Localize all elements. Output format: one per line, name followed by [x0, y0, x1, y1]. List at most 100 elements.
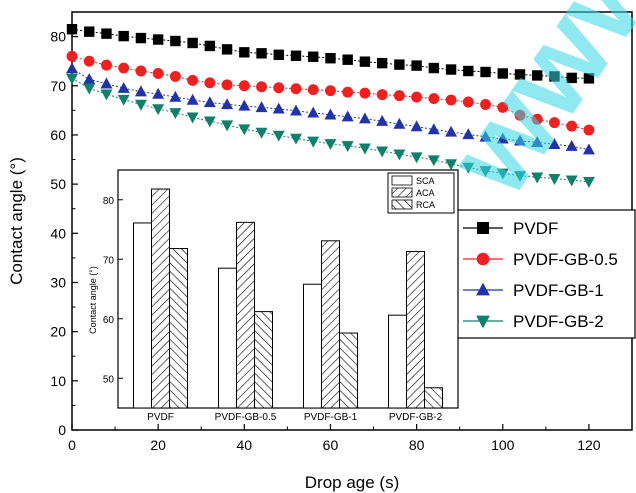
data-point: [118, 62, 130, 74]
data-point: [376, 114, 389, 126]
data-point: [393, 149, 406, 161]
data-point: [549, 71, 560, 82]
data-point: [565, 175, 578, 187]
data-point: [445, 159, 458, 171]
data-point: [359, 56, 371, 67]
data-point: [187, 37, 198, 49]
data-point: [479, 166, 492, 178]
data-point: [66, 62, 78, 74]
data-point: [221, 120, 234, 132]
data-point: [152, 68, 164, 79]
data-point: [238, 124, 251, 136]
data-point: [135, 65, 147, 77]
data-point: [273, 49, 284, 60]
data-point: [66, 50, 78, 62]
data-point: [445, 94, 457, 106]
data-point: [66, 73, 78, 85]
main-x-tick-label: 60: [323, 437, 339, 453]
data-point: [239, 47, 250, 58]
data-point: [428, 62, 440, 74]
data-point: [358, 112, 371, 124]
inset-bar: [151, 188, 170, 409]
legend-item: PVDF-GB-2: [463, 312, 604, 331]
inset-bar: [424, 387, 443, 409]
data-point: [169, 90, 182, 102]
data-point: [203, 116, 216, 128]
data-point: [307, 136, 320, 148]
data-point: [169, 108, 182, 120]
data-point: [221, 79, 233, 91]
data-point: [427, 155, 440, 167]
data-point: [514, 109, 526, 121]
data-point: [479, 130, 492, 142]
main-x-axis-label: Drop age (s): [305, 473, 399, 492]
inset-legend-label: SCA: [416, 176, 435, 186]
main-x-tick-label: 40: [237, 437, 253, 453]
inset-legend-item: SCA: [391, 175, 435, 186]
data-point: [324, 139, 337, 151]
main-y-tick-label: 0: [58, 422, 66, 438]
inset-legend-label: RCA: [416, 200, 435, 210]
main-y-tick-label: 50: [50, 176, 66, 192]
main-series-group: [66, 24, 595, 188]
data-point: [410, 152, 423, 164]
data-point: [394, 59, 405, 70]
data-point: [411, 91, 423, 103]
data-point: [342, 54, 353, 65]
data-point: [358, 143, 371, 155]
inset-bar: [321, 240, 340, 409]
inset-category-label: PVDF-GB-0.5: [215, 412, 277, 423]
inset-bar: [133, 222, 152, 409]
main-y-tick-label: 40: [50, 225, 66, 241]
data-point: [273, 82, 285, 94]
data-point: [204, 77, 216, 89]
data-point: [325, 85, 336, 97]
data-point: [531, 113, 543, 125]
main-y-tick-label: 20: [50, 324, 66, 340]
main-y-tick-label: 70: [50, 78, 66, 94]
data-point: [307, 84, 319, 96]
data-point: [548, 174, 561, 185]
data-point: [531, 136, 544, 147]
main-y-axis-label: Contact angle (°): [7, 157, 26, 285]
data-point: [497, 68, 508, 79]
data-point: [83, 73, 96, 85]
data-point: [410, 120, 423, 132]
data-point: [203, 96, 216, 108]
inset-legend-item: RCA: [391, 199, 435, 210]
data-point: [480, 66, 491, 78]
main-legend: PVDF PVDF-GB-0.5 PVDF-GB-1 PVDF-GB-2: [456, 209, 636, 339]
main-y-tick-label: 10: [50, 373, 66, 389]
inset-legend-swatch: [391, 187, 413, 198]
data-point: [152, 87, 165, 99]
data-point: [290, 104, 302, 116]
main-x-tick-label: 0: [68, 437, 76, 453]
main-x-tick-label: 20: [150, 437, 166, 453]
data-point: [221, 44, 233, 55]
data-point: [134, 99, 147, 111]
data-point: [238, 80, 250, 92]
data-point: [463, 65, 474, 77]
data-point: [83, 55, 95, 67]
inset-category-label: PVDF-GB-2: [389, 412, 443, 423]
data-point: [566, 72, 577, 84]
data-point: [565, 140, 578, 151]
data-point: [66, 24, 78, 35]
inset-y-ticks: 50 60 70 80: [103, 196, 123, 385]
data-point: [290, 50, 302, 61]
data-point: [341, 110, 354, 122]
data-point: [117, 94, 130, 106]
data-point: [514, 134, 526, 146]
data-point: [221, 98, 234, 110]
legend-label: PVDF-GB-2: [513, 312, 604, 331]
data-point: [152, 34, 164, 45]
data-point: [324, 108, 337, 120]
inset-category-label: PVDF-GB-1: [304, 412, 358, 423]
data-point: [582, 176, 595, 188]
data-point: [376, 89, 388, 101]
inset-category-label: PVDF: [147, 412, 174, 423]
data-point: [514, 69, 526, 80]
data-point: [548, 138, 561, 149]
data-point: [272, 102, 285, 114]
